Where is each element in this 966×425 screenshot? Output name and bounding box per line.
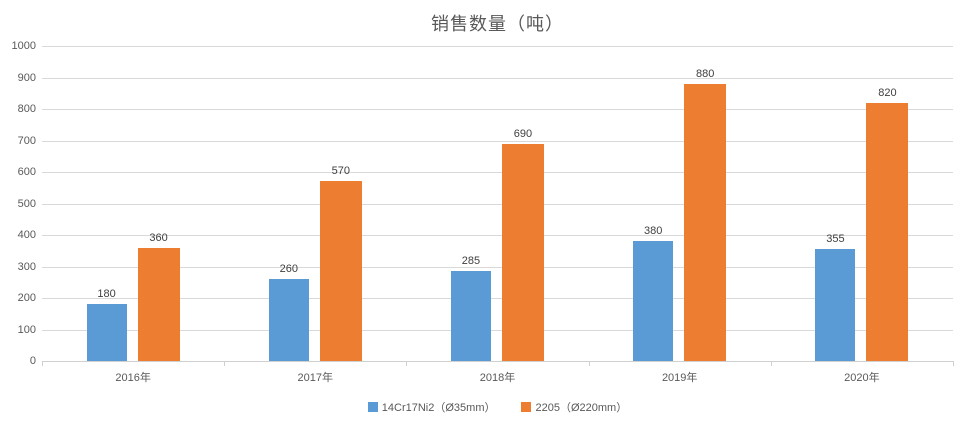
x-axis: 2016年 2017年 2018年 2019年 2020年	[42, 369, 953, 385]
bar-value-label: 260	[279, 263, 298, 276]
gridline-1000	[42, 46, 953, 47]
legend-marker-icon	[521, 402, 532, 412]
bar-2016年-series-1: 360	[137, 232, 180, 361]
y-tick-label: 900	[17, 71, 36, 84]
y-tick-label: 700	[17, 134, 36, 147]
y-tick-label: 200	[17, 292, 36, 304]
gridline-500	[42, 203, 953, 205]
y-axis: 0 100 200 300 400 500 600 700 800 900 1000	[0, 40, 36, 367]
bar-2019年-series-0: 380	[633, 225, 674, 361]
bar-value-label: 180	[97, 288, 116, 301]
y-tick-label: 300	[17, 260, 36, 273]
bar-2016年-series-0: 180	[86, 288, 127, 361]
bar-2018年-series-0: 285	[450, 255, 491, 361]
bar-value-label: 380	[644, 225, 663, 238]
legend: 14Cr17Ni2（Ø35mm） 2205（Ø220mm）	[42, 399, 953, 415]
bar-value-label: 285	[461, 255, 481, 268]
bar-group-2019年: 380 880	[589, 46, 771, 361]
legend-marker-icon	[367, 402, 378, 412]
gridline-400	[42, 235, 953, 236]
bar-group-2017年: 260 570	[224, 46, 406, 361]
bar-2019年-series-1: 880	[684, 68, 727, 361]
gridline-900	[42, 77, 953, 79]
x-axis-tick	[42, 361, 43, 366]
gridline-700	[42, 140, 953, 142]
bar-group-2020年: 355 820	[771, 46, 953, 361]
x-tick-label-2018年: 2018年	[479, 372, 516, 384]
x-axis-tick	[406, 361, 408, 366]
bar-value-label: 570	[331, 165, 350, 178]
gridline-300	[42, 266, 953, 268]
gridline-100	[42, 329, 953, 331]
x-tick-label-2016年: 2016年	[115, 372, 151, 384]
x-axis-tick	[770, 361, 772, 366]
x-axis-tick	[953, 361, 954, 366]
gridline-600	[42, 172, 953, 173]
bar-2017年-series-1: 570	[319, 165, 362, 361]
y-tick-label: 1000	[11, 40, 36, 52]
legend-label: 2205（Ø220mm）	[535, 402, 628, 414]
y-tick-label: 600	[17, 166, 36, 178]
gridline-800	[42, 109, 953, 110]
gridline-200	[42, 298, 953, 299]
x-axis-tick	[224, 361, 226, 366]
bar-2020年-series-0: 355	[815, 233, 856, 361]
chart-title: 销售数量（吨）	[431, 14, 564, 34]
y-tick-label: 500	[17, 197, 36, 210]
legend-item-1: 2205（Ø220mm）	[521, 399, 627, 415]
bar-group-2016年: 180 360	[42, 46, 224, 361]
x-axis-line	[42, 361, 953, 362]
bar-value-label: 355	[826, 233, 845, 246]
y-tick-label: 0	[29, 355, 36, 367]
bar-value-label: 820	[878, 86, 897, 99]
y-tick-label: 400	[17, 229, 36, 241]
bar-2020年-series-1: 820	[866, 87, 909, 361]
y-tick-label: 800	[17, 103, 36, 115]
bar-group-2018年: 285 690	[406, 46, 588, 361]
x-tick-label-2017年: 2017年	[297, 372, 334, 384]
bar-2017年-series-0: 260	[268, 263, 309, 361]
legend-item-0: 14Cr17Ni2（Ø35mm）	[367, 399, 496, 415]
y-tick-label: 100	[17, 323, 36, 336]
bar-value-label: 360	[149, 231, 168, 244]
x-tick-label-2019年: 2019年	[661, 372, 698, 384]
bar-2018年-series-1: 690	[501, 128, 544, 361]
x-axis-tick	[588, 361, 590, 366]
plot-area: 180 360 260 570 285 690 380 880 355 820	[42, 46, 954, 366]
legend-label: 14Cr17Ni2（Ø35mm）	[381, 402, 496, 414]
x-tick-label-2020年: 2020年	[844, 372, 880, 384]
bar-value-label: 690	[513, 127, 533, 140]
bar-value-label: 880	[696, 67, 715, 80]
